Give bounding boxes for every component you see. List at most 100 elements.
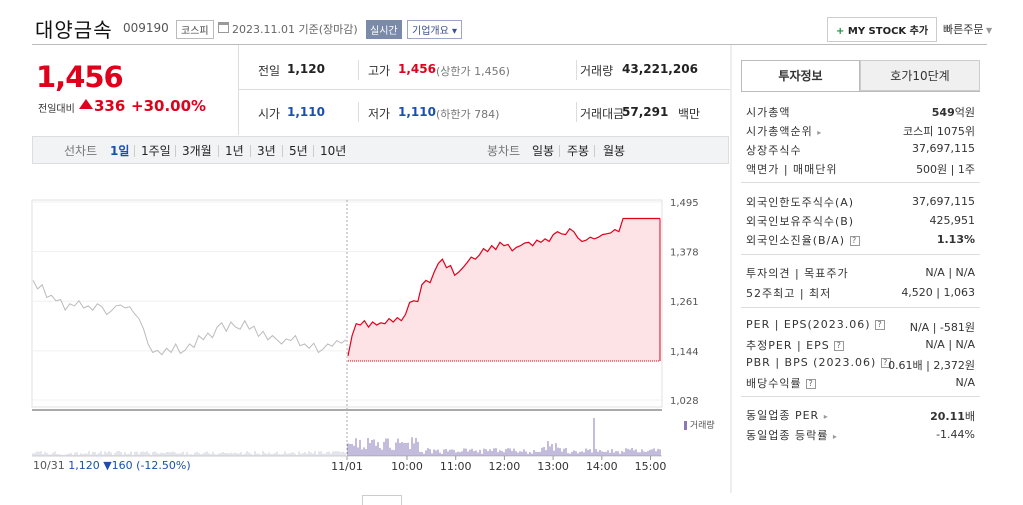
listed-shares: 37,697,115 [912,142,975,155]
sector-change-link[interactable]: 동일업종 등락률 ▸ [746,427,838,443]
pbr-label-row: PBR | BPS (2023.06) ? [746,356,891,369]
high-value: 1,456 [398,62,436,76]
volume-label: 거래량 [580,64,614,78]
quote-divider [238,45,239,135]
dividend-label: 배당수익률 [746,377,802,390]
open-value: 1,110 [287,105,325,119]
y-tick-label: 1,378 [670,248,699,259]
today-price-line [347,217,660,357]
prev-day-line [32,280,347,356]
market-cap-label: 시가총액 [746,106,791,119]
tab-1day[interactable]: 1일 [110,144,130,158]
amount-value: 57,291 [622,105,669,119]
prev-close-label: 전일 [258,64,281,78]
change-percent: +30.00% [131,97,207,115]
week52-value: 4,520 | 1,063 [901,286,975,299]
x-tick-label: 12:00 [489,460,521,473]
chart-scroll-handle[interactable] [362,495,402,505]
company-overview-dropdown[interactable]: 기업개요 ▾ [407,20,463,39]
est-per-label-row: 추정PER | EPS ? [746,337,845,353]
tab-sep [134,145,135,157]
tab-daily-candle[interactable]: 일봉 [532,144,555,158]
line-chart-label: 선차트 [64,144,98,158]
tab-10year[interactable]: 10년 [320,144,347,158]
x-tick-label: 10:00 [391,460,423,473]
add-mystock-button[interactable]: + MY STOCK 추가 [827,17,938,42]
sector-per-link[interactable]: 동일업종 PER ▸ [746,407,829,423]
prev-day-date: 10/31 [33,459,65,472]
tab-investment-info[interactable]: 투자정보 [741,60,860,91]
tab-5year[interactable]: 5년 [289,144,308,158]
market-cap-value: 549 [931,106,955,119]
up-arrow-icon [79,99,93,109]
est-per-value: N/A | N/A [925,338,975,351]
foreign-limit: 37,697,115 [912,195,975,208]
chevron-right-icon: ▸ [823,412,829,421]
realtime-button[interactable]: 실시간 [366,20,402,39]
tab-sep [559,145,560,157]
quote-row-divider [238,89,730,90]
change-label: 전일대비 [38,104,75,115]
par-label: 액면가 | 매매단위 [746,163,838,176]
col-sep [576,102,577,122]
dividend-value: N/A [955,376,975,389]
market-cap-rank-label: 시가총액순위 [746,125,813,138]
quick-order-label: 빠른주문 [943,23,984,36]
market-cap-rank-link[interactable]: 시가총액순위 ▸ [746,123,822,139]
sector-per-value: 20.11 [930,410,965,423]
amount-unit: 백만 [678,107,701,121]
panel-divider [741,182,980,183]
col-sep [576,60,577,80]
help-icon[interactable]: ? [880,358,891,368]
help-icon[interactable]: ? [834,341,845,351]
help-icon[interactable]: ? [806,379,817,389]
par-value: 500원 | 1주 [916,163,975,176]
x-tick-label: 13:00 [537,460,569,473]
foreign-ratio-label: 외국인소진율(B/A) [746,234,846,247]
help-icon[interactable]: ? [849,236,860,246]
x-tick-label: 15:00 [635,460,667,473]
help-icon[interactable]: ? [875,320,886,330]
tab-sep [175,145,176,157]
per-label-row: PER | EPS(2023.06) ? [746,318,886,331]
pbr-label: PBR | BPS (2023.06) [746,356,877,369]
quick-order-dropdown[interactable]: 빠른주문 ▼ [943,21,992,37]
stock-name: 대양금속 [35,18,113,42]
tab-sep [218,145,219,157]
current-price: 1,456 [36,60,124,94]
x-tick-label: 11/01 [331,460,363,473]
x-tick-label: 14:00 [586,460,618,473]
panel-divider [741,307,980,308]
tab-3year[interactable]: 3년 [257,144,276,158]
y-tick-label: 1,144 [670,347,699,358]
calendar-icon [218,22,229,33]
period-tab-bar [32,136,729,164]
col-sep [358,102,359,122]
stock-code: 009190 [123,21,169,35]
volume-legend-label: 거래량 [689,421,715,431]
est-per-label: 추정PER | EPS [746,339,830,352]
change-value: 336 [94,97,126,115]
market-cap-rank: 코스피 1075위 [903,125,975,138]
tab-orderbook-10[interactable]: 호가10단계 [860,60,980,91]
sector-change-value: -1.44% [936,428,975,441]
tab-sep [250,145,251,157]
amount-label: 거래대금 [580,107,625,121]
low-label: 저가 [368,107,391,121]
tab-1week[interactable]: 1주일 [141,144,171,158]
prev-day-change: ▼160 [103,459,133,472]
add-mystock-label: MY STOCK 추가 [847,26,929,37]
header-divider [32,44,987,45]
prev-day-summary: 10/31 1,120 ▼160 (-12.50%) [33,459,191,472]
panel-divider [741,254,980,255]
tab-sep [313,145,314,157]
tab-weekly-candle[interactable]: 주봉 [567,144,590,158]
chevron-down-icon: ▼ [983,26,993,35]
per-value: N/A | -581원 [909,321,975,334]
tab-1year[interactable]: 1년 [225,144,244,158]
volume-legend-swatch [684,421,687,430]
sector-per-unit: 배 [964,410,975,423]
tab-monthly-candle[interactable]: 월봉 [603,144,626,158]
tab-3month[interactable]: 3개월 [182,144,212,158]
listed-shares-label: 상장주식수 [746,144,802,157]
